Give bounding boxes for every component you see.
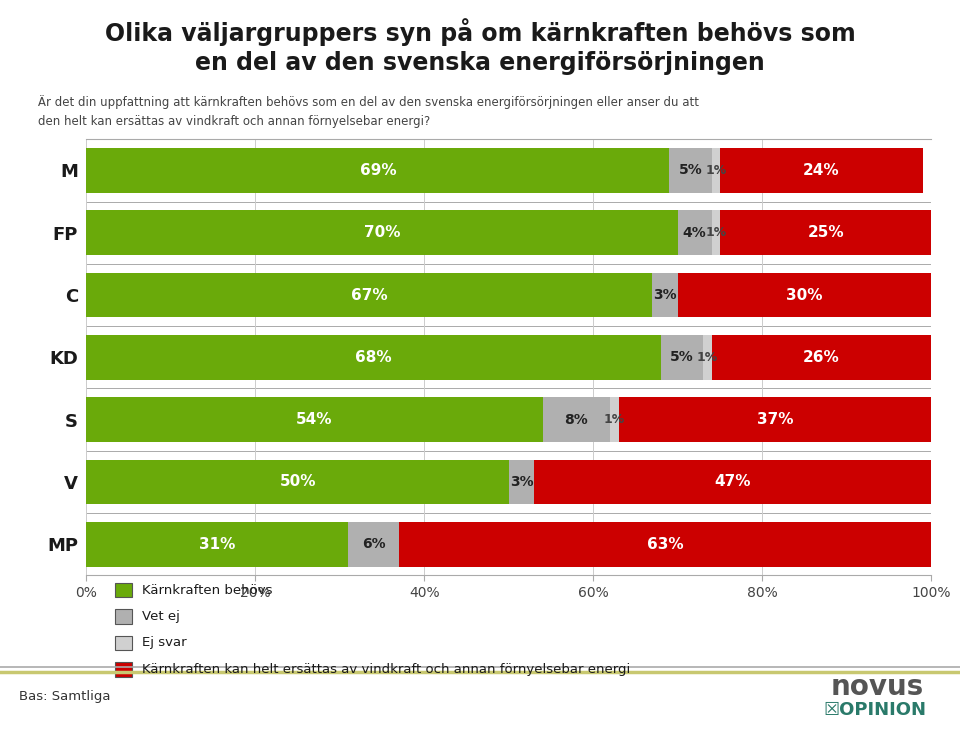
Bar [711, 335, 931, 380]
Text: 1%: 1% [604, 413, 625, 426]
Text: 68%: 68% [355, 350, 392, 365]
Text: 31%: 31% [199, 537, 235, 552]
Bar [86, 460, 509, 504]
Bar [86, 273, 653, 317]
Bar [669, 148, 711, 193]
Text: 67%: 67% [351, 287, 388, 303]
Bar [611, 397, 618, 442]
Text: 3%: 3% [653, 288, 677, 302]
Text: Kärnkraften kan helt ersättas av vindkraft och annan förnyelsebar energi: Kärnkraften kan helt ersättas av vindkra… [142, 663, 631, 676]
Text: Kärnkraften behövs: Kärnkraften behövs [142, 583, 273, 597]
Text: 1%: 1% [697, 351, 718, 364]
Text: 26%: 26% [803, 350, 840, 365]
Text: novus: novus [830, 673, 924, 701]
Bar [720, 148, 923, 193]
Bar [660, 335, 703, 380]
Bar [542, 397, 611, 442]
Text: 24%: 24% [804, 163, 840, 178]
Bar [86, 335, 660, 380]
Text: Olika väljargruppers syn på om kärnkraften behövs som: Olika väljargruppers syn på om kärnkraft… [105, 18, 855, 46]
Text: 47%: 47% [714, 474, 751, 490]
Text: 5%: 5% [679, 163, 703, 177]
Text: 63%: 63% [647, 537, 684, 552]
Text: ☒OPINION: ☒OPINION [824, 701, 926, 718]
Text: 8%: 8% [564, 413, 588, 427]
Text: 50%: 50% [279, 474, 316, 490]
Text: 3%: 3% [510, 475, 534, 489]
Bar [509, 460, 534, 504]
Text: 6%: 6% [362, 537, 386, 551]
Bar [86, 210, 678, 255]
Text: 1%: 1% [706, 164, 727, 177]
Bar [711, 210, 720, 255]
Bar [86, 148, 669, 193]
Text: en del av den svenska energiförsörjningen: en del av den svenska energiförsörjninge… [195, 51, 765, 75]
Text: 5%: 5% [670, 350, 694, 364]
Bar [399, 522, 931, 567]
Text: 4%: 4% [683, 226, 707, 240]
Bar [618, 397, 931, 442]
Bar [720, 210, 931, 255]
Text: 69%: 69% [360, 163, 396, 178]
Bar [534, 460, 931, 504]
Text: 54%: 54% [297, 412, 333, 427]
Text: Bas: Samtliga: Bas: Samtliga [19, 690, 110, 703]
Text: 1%: 1% [706, 226, 727, 239]
Bar [348, 522, 399, 567]
Bar [678, 210, 711, 255]
Text: Är det din uppfattning att kärnkraften behövs som en del av den svenska energifö: Är det din uppfattning att kärnkraften b… [38, 95, 700, 128]
Text: 30%: 30% [786, 287, 823, 303]
Bar [86, 397, 542, 442]
Text: Vet ej: Vet ej [142, 610, 180, 623]
Bar [711, 148, 720, 193]
Bar [678, 273, 931, 317]
Bar [703, 335, 711, 380]
Text: 70%: 70% [364, 225, 400, 240]
Bar [86, 522, 348, 567]
Text: Ej svar: Ej svar [142, 636, 186, 649]
Bar [653, 273, 678, 317]
Text: 37%: 37% [756, 412, 793, 427]
Text: 25%: 25% [807, 225, 844, 240]
